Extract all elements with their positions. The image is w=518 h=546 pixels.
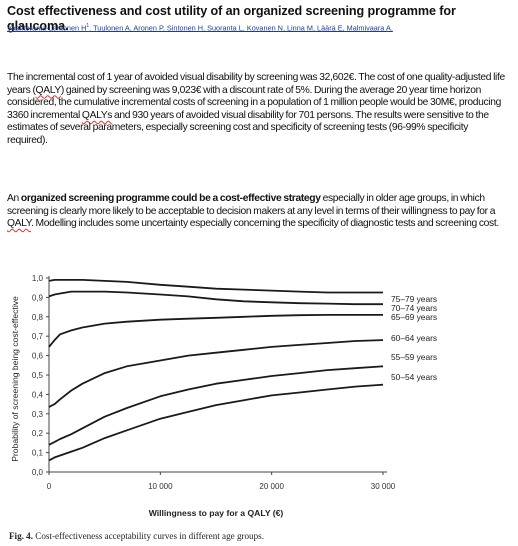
results-text-2: ) gained by screening was 9,023€ with a …	[7, 84, 501, 121]
results-text-3: and 930 years of avoided visual disabili…	[7, 109, 489, 146]
y-tick-label: 0,2	[32, 429, 44, 438]
y-tick-label: 0,6	[32, 352, 44, 361]
y-axis-title: Probability of screening being cost-effe…	[10, 296, 20, 462]
chart-axes: 0,0 0,1 0,2 0,3 0,4 0,5 0,6 0,7 0,8 0,9 1,0 0 10 000…	[10, 274, 396, 518]
figure-label: Fig. 4.	[9, 531, 33, 541]
affiliation-marker: 1	[86, 23, 90, 29]
y-tick-label: 0,0	[32, 468, 44, 477]
series-line-5	[48, 383, 384, 462]
spellcheck-word-qalys: QALYs	[81, 109, 113, 121]
y-tick-label: 0,3	[32, 410, 44, 419]
conclusion-highlight: organized screening programme could be a…	[20, 193, 321, 204]
other-authors[interactable]: . Tuulonen A, Aronen P, Sintonen H, Suor…	[89, 23, 393, 33]
series-label-0: 75–79 years	[391, 294, 437, 304]
first-author[interactable]: Vaahtoranta-Lehtonen H	[7, 23, 87, 33]
spellcheck-word-qaly: QALY	[35, 84, 62, 96]
x-tick-label: 0	[47, 482, 52, 491]
series-label-4: 55–59 years	[391, 352, 437, 362]
x-tick-label: 20 000	[259, 482, 284, 491]
spellcheck-word-qaly-2: QALY	[7, 218, 31, 230]
y-tick-label: 0,1	[32, 449, 44, 458]
series-label-2: 65–69 years	[391, 312, 437, 322]
series-line-0	[48, 278, 383, 294]
y-tick-label: 0,5	[32, 371, 44, 380]
x-tick-label: 30 000	[371, 482, 396, 491]
conclusion-text-1: An	[7, 193, 21, 204]
y-tick-label: 0,7	[32, 332, 44, 341]
series-label-5: 50–54 years	[391, 372, 437, 382]
author-list[interactable]: Vaahtoranta-Lehtonen H1. Tuulonen A, Aro…	[7, 21, 512, 33]
abstract-conclusion-paragraph: An organized screening programme could b…	[7, 193, 507, 231]
y-tick-label: 0,4	[32, 390, 44, 399]
conclusion-text-2: especially in older age groups, in which…	[7, 193, 496, 217]
results-text-1: The incremental cost of 1 year of avoide…	[7, 72, 505, 96]
article-title: Cost effectiveness and cost utility of a…	[7, 4, 456, 33]
conclusion-text-3: . Modelling includes some uncertainty es…	[30, 218, 499, 230]
x-tick-label: 10 000	[148, 482, 173, 491]
figure-caption: Fig. 4. Cost-effectiveness acceptability…	[9, 531, 264, 541]
y-tick-label: 1,0	[32, 274, 44, 283]
series-line-3	[48, 339, 384, 408]
acceptability-curve-chart: 0,0 0,1 0,2 0,3 0,4 0,5 0,6 0,7 0,8 0,9 1,0 0 10 000…	[10, 274, 437, 518]
series-line-1	[48, 290, 383, 306]
y-tick-label: 0,8	[32, 313, 44, 322]
figure-caption-text: Cost-effectiveness acceptability curves …	[33, 531, 264, 541]
series-line-4	[48, 365, 384, 446]
series-label-1: 70–74 years	[391, 303, 437, 313]
series-label-3: 60–64 years	[391, 333, 437, 343]
y-tick-label: 0,9	[32, 293, 44, 302]
chart-series	[48, 278, 384, 462]
x-axis-title: Willingness to pay for a QALY (€)	[149, 508, 284, 518]
abstract-results-paragraph: The incremental cost of 1 year of avoide…	[7, 72, 507, 148]
series-line-2	[48, 314, 383, 348]
